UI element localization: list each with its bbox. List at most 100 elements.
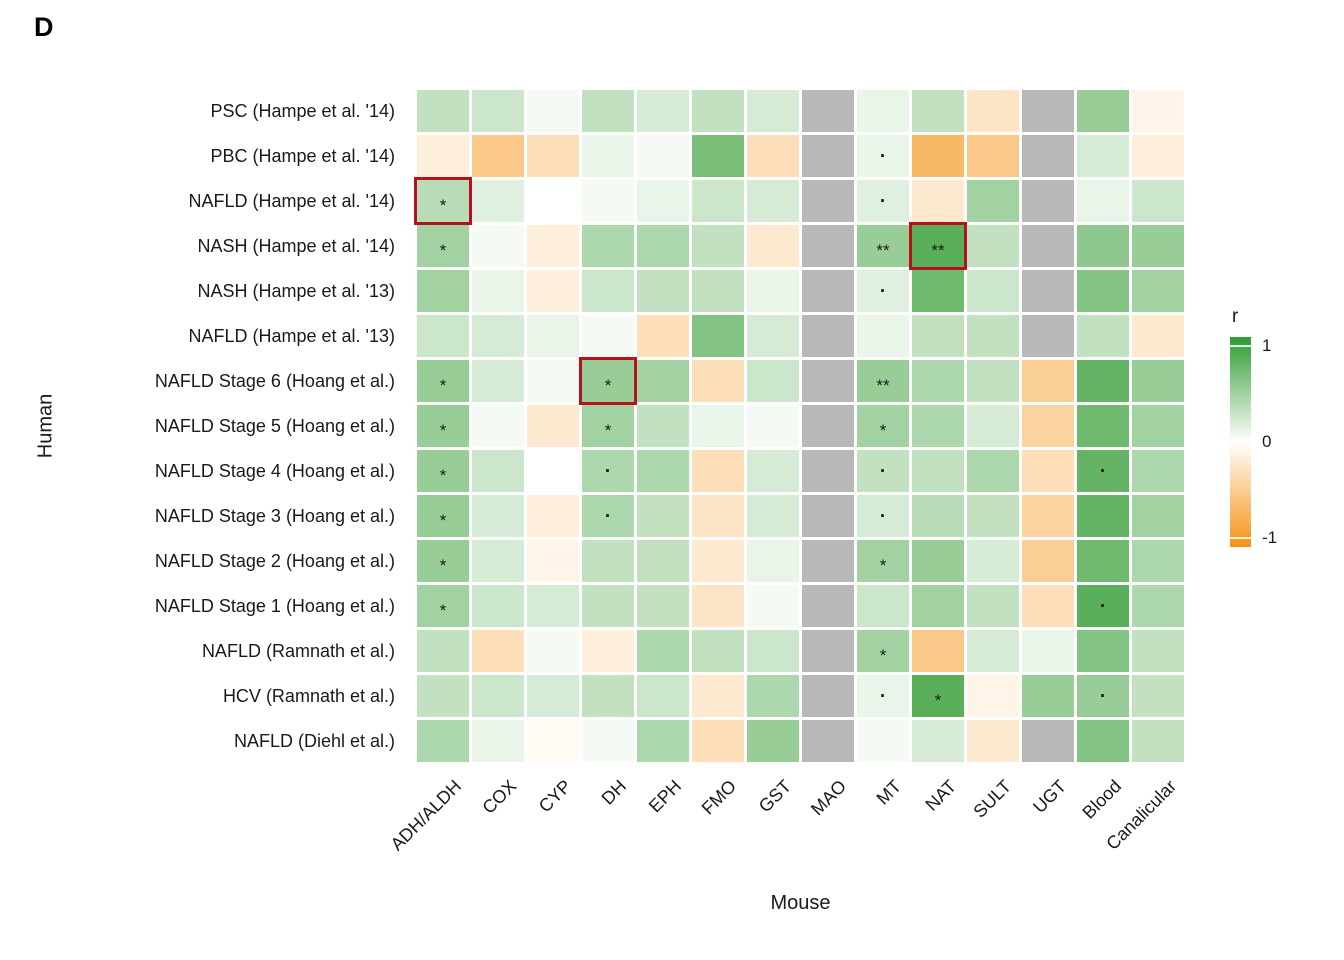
heatmap-cell: * [582, 405, 634, 447]
heatmap-cell [802, 315, 854, 357]
heatmap-cell [527, 675, 579, 717]
heatmap-cell [1132, 315, 1184, 357]
heatmap-cell [582, 675, 634, 717]
heatmap-cell [527, 405, 579, 447]
heatmap-cell [582, 585, 634, 627]
heatmap-cell [1077, 135, 1129, 177]
heatmap-cell [857, 720, 909, 762]
heatmap-cell [747, 720, 799, 762]
heatmap-cell [692, 90, 744, 132]
significance-marker: * [439, 195, 447, 215]
heatmap-cell: ** [857, 360, 909, 402]
heatmap-cell [527, 585, 579, 627]
heatmap-cell [472, 360, 524, 402]
legend-tick-mark [1230, 537, 1251, 539]
heatmap-cell [637, 585, 689, 627]
colorbar-legend: r 1 0 -1 [1228, 306, 1328, 547]
significance-marker: · [879, 460, 887, 482]
heatmap-cell [857, 585, 909, 627]
heatmap-cell [747, 450, 799, 492]
heatmap-cell [1022, 360, 1074, 402]
heatmap-cell [1132, 225, 1184, 267]
heatmap-cell [417, 630, 469, 672]
heatmap-cell [582, 720, 634, 762]
heatmap-cell [967, 585, 1019, 627]
significance-marker: ** [876, 375, 890, 395]
significance-marker: * [439, 555, 447, 575]
significance-marker: · [879, 685, 887, 707]
heatmap-grid: · * · * ** ** · * * ** * * * * · · · * · · * * * · * · * · [414, 90, 1184, 762]
heatmap-cell [747, 630, 799, 672]
heatmap-cell [802, 720, 854, 762]
heatmap-cell [747, 360, 799, 402]
heatmap-cell: * [857, 540, 909, 582]
heatmap-cell [527, 90, 579, 132]
heatmap-cell [1022, 225, 1074, 267]
heatmap-cell [802, 450, 854, 492]
heatmap-cell [1077, 540, 1129, 582]
heatmap-cell [637, 495, 689, 537]
heatmap-cell [802, 540, 854, 582]
heatmap-cell [472, 630, 524, 672]
heatmap-cell [747, 135, 799, 177]
heatmap-cell [802, 135, 854, 177]
heatmap-cell: · [857, 495, 909, 537]
heatmap-cell [1022, 270, 1074, 312]
heatmap-cell [1132, 675, 1184, 717]
heatmap-cell [967, 450, 1019, 492]
heatmap-cell [637, 90, 689, 132]
heatmap-cell: * [417, 360, 469, 402]
heatmap-cell [527, 315, 579, 357]
y-axis-label: NAFLD Stage 5 (Hoang et al.) [154, 415, 395, 436]
heatmap-cell [747, 405, 799, 447]
heatmap-cell [747, 225, 799, 267]
y-axis-label: PBC (Hampe et al. '14) [210, 145, 395, 166]
heatmap-cell [472, 225, 524, 267]
heatmap-cell: · [857, 135, 909, 177]
heatmap-cell [912, 720, 964, 762]
heatmap-cell [912, 135, 964, 177]
heatmap-cell [747, 315, 799, 357]
heatmap-cell [747, 270, 799, 312]
heatmap-cell [802, 180, 854, 222]
heatmap-cell [692, 495, 744, 537]
x-axis-label: DH [597, 776, 631, 809]
significance-marker: * [879, 420, 887, 440]
heatmap-cell [967, 405, 1019, 447]
heatmap-cell [802, 270, 854, 312]
heatmap-cell [692, 540, 744, 582]
significance-marker: · [1099, 595, 1107, 617]
significance-marker: · [604, 505, 612, 527]
heatmap-cell: · [582, 495, 634, 537]
y-axis-label: NAFLD (Ramnath et al.) [201, 640, 395, 661]
heatmap-cell [527, 135, 579, 177]
heatmap-cell [472, 540, 524, 582]
heatmap-cell [1022, 90, 1074, 132]
heatmap-cell: · [857, 675, 909, 717]
heatmap-cell [747, 675, 799, 717]
y-axis-label: NASH (Hampe et al. '13) [197, 280, 395, 301]
heatmap-cell [967, 675, 1019, 717]
y-axis-label: NAFLD (Diehl et al.) [233, 730, 395, 751]
heatmap-cell: * [857, 630, 909, 672]
heatmap-cell: · [857, 450, 909, 492]
heatmap-cell [912, 360, 964, 402]
heatmap-cell [1077, 720, 1129, 762]
heatmap-cell [472, 450, 524, 492]
x-axis-label: COX [478, 776, 521, 818]
heatmap-cell: * [417, 405, 469, 447]
heatmap-cell: · [1077, 675, 1129, 717]
heatmap-cell [692, 630, 744, 672]
heatmap-cell [472, 675, 524, 717]
heatmap-cell [967, 225, 1019, 267]
heatmap-cell [912, 495, 964, 537]
heatmap-cell [582, 180, 634, 222]
heatmap-cell [472, 270, 524, 312]
heatmap-cell [967, 315, 1019, 357]
heatmap-cell [1022, 585, 1074, 627]
x-axis-label: MT [872, 776, 906, 809]
heatmap-cell [967, 630, 1019, 672]
heatmap-cell [1132, 180, 1184, 222]
heatmap-cell-highlighted: * [414, 177, 472, 225]
